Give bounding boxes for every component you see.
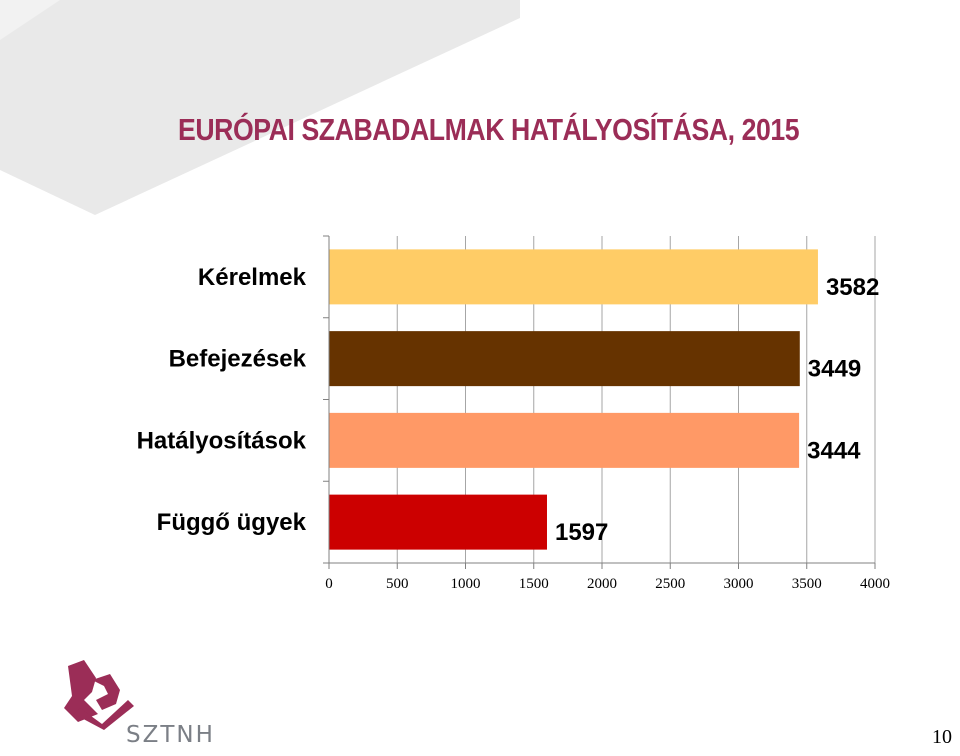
x-tick-label: 2500 <box>655 576 685 592</box>
decor-band-light <box>0 0 60 40</box>
value-label: 3449 <box>808 356 861 383</box>
bar <box>329 412 800 468</box>
logo-text: SZTNH <box>126 722 215 748</box>
value-label: 3582 <box>826 274 879 301</box>
x-tick-label: 1000 <box>451 576 481 592</box>
background-decoration <box>0 0 520 215</box>
bar <box>329 494 547 550</box>
value-label: 3444 <box>807 437 861 464</box>
page-number: 10 <box>932 726 952 748</box>
x-tick-label: 1500 <box>519 576 549 592</box>
category-label: Függő ügyek <box>157 509 307 536</box>
category-label: Befejezések <box>169 346 307 373</box>
x-tick-label: 3500 <box>792 576 822 592</box>
category-label: Hatályosítások <box>137 427 307 454</box>
value-label: 1597 <box>555 519 608 546</box>
decor-band <box>0 0 520 215</box>
sztnh-logo-icon <box>64 660 134 730</box>
category-label: Kérelmek <box>198 264 307 291</box>
x-tick-label: 0 <box>325 576 333 592</box>
bar <box>329 249 818 305</box>
bar-chart: 0 500 1000 1500 2000 2500 3000 3500 4000 Kérelmek… <box>137 235 890 592</box>
x-tick-label: 500 <box>386 576 409 592</box>
x-tick-label: 2000 <box>587 576 617 592</box>
x-tick-label: 3000 <box>724 576 754 592</box>
labels: 0 500 1000 1500 2000 2500 3000 3500 4000 Kérelmek… <box>137 264 890 592</box>
axes <box>323 235 876 569</box>
bars <box>329 249 818 550</box>
slide-title: EURÓPAI SZABADALMAK HATÁLYOSÍTÁSA, 2015 <box>178 112 800 147</box>
x-tick-label: 4000 <box>860 576 890 592</box>
bar <box>329 331 800 387</box>
